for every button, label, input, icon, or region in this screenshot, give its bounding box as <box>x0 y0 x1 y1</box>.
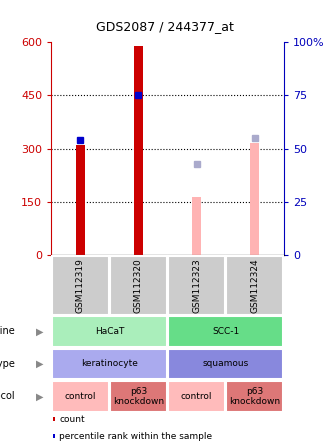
Text: SCC-1: SCC-1 <box>212 327 239 336</box>
Text: GSM112324: GSM112324 <box>250 258 259 313</box>
Text: GSM112319: GSM112319 <box>76 258 85 313</box>
Text: count: count <box>59 415 85 424</box>
Text: control: control <box>181 392 212 401</box>
Text: protocol: protocol <box>0 391 15 401</box>
Text: keratinocyte: keratinocyte <box>81 359 138 369</box>
Text: cell type: cell type <box>0 359 15 369</box>
Text: p63
knockdown: p63 knockdown <box>113 387 164 406</box>
Text: control: control <box>64 392 96 401</box>
Text: cell line: cell line <box>0 326 15 337</box>
Text: GDS2087 / 244377_at: GDS2087 / 244377_at <box>96 20 234 33</box>
Bar <box>76 145 84 255</box>
Bar <box>192 197 201 255</box>
Text: GSM112320: GSM112320 <box>134 258 143 313</box>
Text: squamous: squamous <box>203 359 249 369</box>
Text: p63
knockdown: p63 knockdown <box>229 387 280 406</box>
Bar <box>134 46 143 255</box>
Text: ▶: ▶ <box>36 359 43 369</box>
Text: ▶: ▶ <box>36 391 43 401</box>
Text: percentile rank within the sample: percentile rank within the sample <box>59 432 213 440</box>
Text: ▶: ▶ <box>36 326 43 337</box>
Text: HaCaT: HaCaT <box>95 327 124 336</box>
Text: GSM112323: GSM112323 <box>192 258 201 313</box>
Bar <box>250 143 259 255</box>
